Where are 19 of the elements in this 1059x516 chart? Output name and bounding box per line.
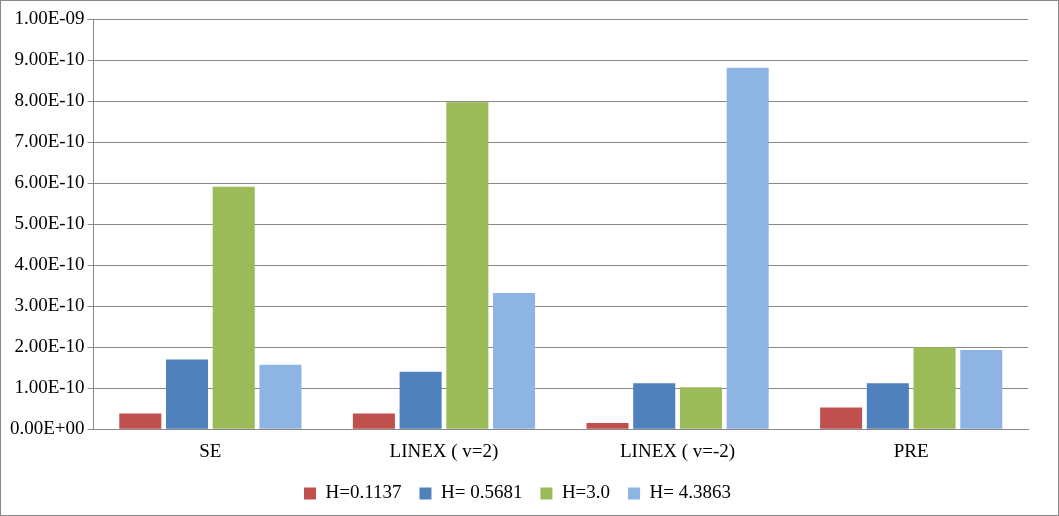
x-tick-label: LINEX ( v=-2)	[620, 439, 736, 462]
legend-label: H=0.1137	[325, 481, 402, 503]
y-tick-label: 6.00E-10	[14, 171, 85, 193]
y-tick-label: 7.00E-10	[14, 130, 85, 152]
legend-label: H= 0.5681	[440, 481, 523, 503]
y-tick-label: 2.00E-10	[14, 335, 85, 357]
y-tick-label: 1.00E-10	[14, 376, 85, 398]
legend-label: H=3.0	[561, 481, 611, 503]
x-tick-label: LINEX ( v=2)	[389, 439, 499, 462]
x-tick-label: PRE	[893, 439, 929, 461]
y-tick-label: 8.00E-10	[14, 89, 85, 111]
y-tick-label: 0.00E+00	[9, 417, 85, 439]
legend-label: H= 4.3863	[649, 481, 732, 503]
y-tick-label: 1.00E-09	[14, 6, 85, 28]
y-tick-label: 3.00E-10	[14, 294, 85, 316]
x-tick-label: SE	[199, 439, 222, 461]
y-tick-label: 4.00E-10	[14, 253, 85, 275]
y-tick-label: 5.00E-10	[14, 212, 85, 234]
y-tick-label: 9.00E-10	[14, 48, 85, 69]
